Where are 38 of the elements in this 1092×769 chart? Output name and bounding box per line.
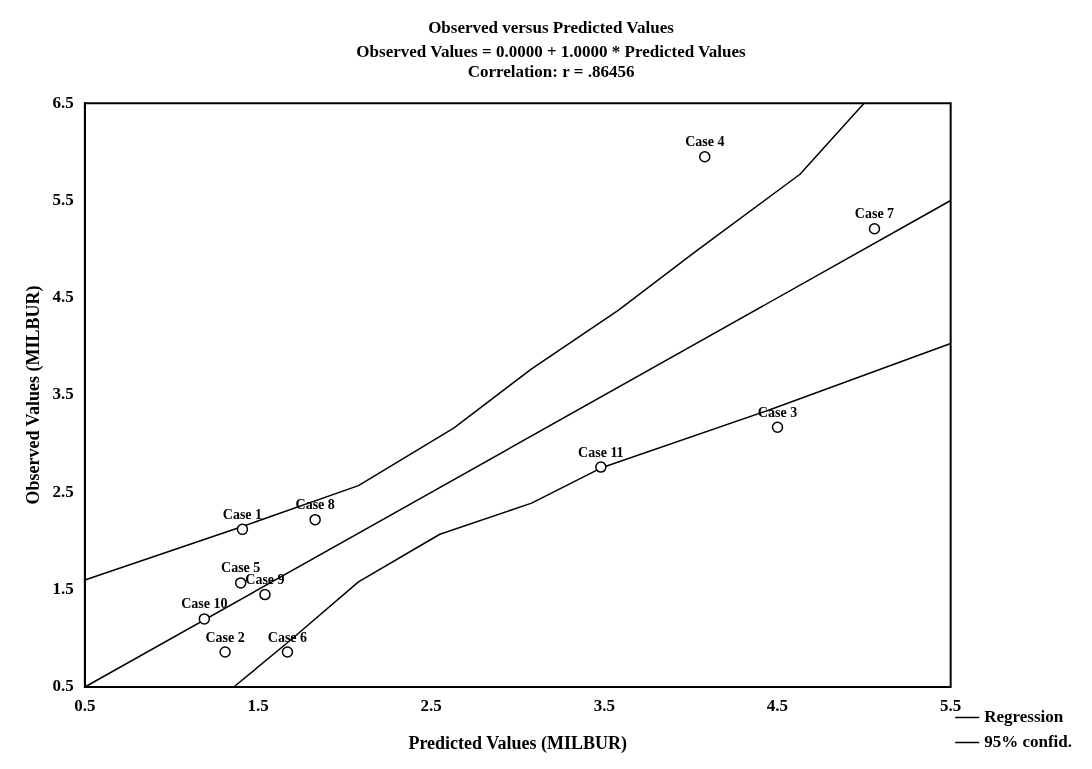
- y-tick-label: 0.5: [52, 676, 74, 696]
- x-tick-label: 2.5: [420, 695, 442, 715]
- annotation: Case 3: [757, 404, 798, 420]
- point: [219, 646, 231, 658]
- x-tick-label: 1.5: [247, 695, 269, 715]
- x-tick-label: 4.5: [766, 695, 789, 715]
- annotation: Case 10: [181, 596, 228, 612]
- chart-subtitle: Observed Values = 0.0000 + 1.0000 * Predicted Values Correlation: r = .86456: [356, 41, 747, 82]
- point: [771, 421, 784, 433]
- point: [868, 222, 881, 235]
- point: [595, 461, 607, 473]
- legend-label: Regression: [984, 706, 1064, 726]
- x-tick-label: 0.5: [74, 695, 96, 715]
- x-tick-label: 5.5: [940, 695, 962, 715]
- y-tick-label: 1.5: [52, 579, 74, 599]
- x-tick-label: 3.5: [593, 695, 615, 715]
- point: [309, 513, 321, 526]
- annotation: Case 6: [267, 629, 308, 645]
- point: [281, 646, 294, 658]
- annotation: Case 4: [685, 134, 725, 150]
- point: [259, 588, 271, 601]
- y-tick-label: 5.5: [52, 189, 74, 209]
- annotation: Case 11: [578, 444, 624, 460]
- annotation: Case 2: [205, 629, 245, 645]
- legend-label: 95% confid.: [984, 731, 1072, 751]
- y-tick-label: 6.5: [52, 92, 74, 112]
- point: [236, 523, 249, 536]
- x-axis-title: Predicted Values (MILBUR): [408, 732, 628, 754]
- point: [699, 150, 711, 163]
- annotation: Case 7: [854, 206, 895, 222]
- y-axis-title: Observed Values (MILBUR): [23, 285, 45, 505]
- annotation: Case 1: [222, 506, 263, 522]
- chart-title: Observed versus Predicted Values: [428, 17, 675, 37]
- y-tick-label: 2.5: [52, 481, 74, 501]
- y-tick-label: 4.5: [52, 287, 74, 307]
- point: [198, 613, 211, 625]
- y-tick-label: 3.5: [52, 384, 74, 404]
- point: [234, 577, 247, 589]
